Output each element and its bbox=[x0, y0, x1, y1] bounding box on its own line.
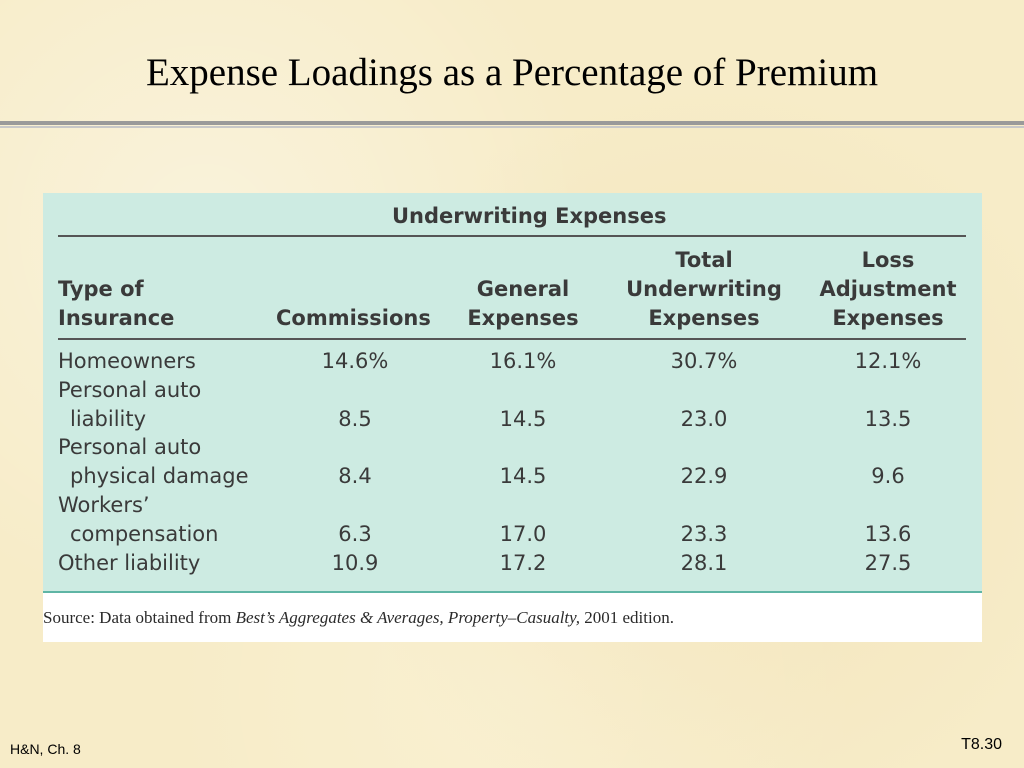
row-label-cont: liability bbox=[70, 407, 147, 431]
col-header-type-1: Type of bbox=[58, 277, 144, 301]
source-publication: Best’s Aggregates & Averages, Property–C… bbox=[235, 608, 580, 627]
cell-general: 16.1% bbox=[489, 349, 557, 373]
cell-loss: 27.5 bbox=[864, 551, 912, 575]
expense-table-figure: Underwriting Expenses Type of Insurance … bbox=[43, 193, 982, 642]
cell-commissions: 6.3 bbox=[338, 522, 372, 546]
title-divider bbox=[0, 121, 1024, 125]
cell-general: 14.5 bbox=[499, 407, 547, 431]
source-suffix: 2001 edition. bbox=[580, 608, 674, 627]
slide-title: Expense Loadings as a Percentage of Prem… bbox=[145, 51, 879, 94]
cell-loss: 12.1% bbox=[854, 349, 922, 373]
row-label-cont: physical damage bbox=[70, 464, 249, 488]
cell-general: 17.0 bbox=[499, 522, 547, 546]
cell-total: 23.3 bbox=[680, 522, 728, 546]
cell-commissions: 8.5 bbox=[338, 407, 372, 431]
row-label: Workers’ bbox=[58, 493, 150, 517]
cell-commissions: 14.6% bbox=[321, 349, 389, 373]
header-rule-top bbox=[58, 235, 966, 237]
expense-table: Underwriting Expenses Type of Insurance … bbox=[43, 193, 982, 593]
col-header-general-2: Expenses bbox=[467, 306, 579, 330]
col-header-type-2: Insurance bbox=[58, 306, 175, 330]
group-header: Underwriting Expenses bbox=[392, 204, 667, 228]
cell-total: 28.1 bbox=[680, 551, 728, 575]
row-label-cont: compensation bbox=[70, 522, 219, 546]
col-header-total-3: Expenses bbox=[648, 306, 760, 330]
footer-chapter: H&N, Ch. 8 bbox=[10, 741, 81, 757]
col-header-general-1: General bbox=[476, 277, 570, 301]
col-header-loss-1: Loss bbox=[861, 248, 915, 272]
col-header-total-2: Underwriting bbox=[626, 277, 782, 301]
row-label: Personal auto bbox=[58, 378, 202, 402]
source-prefix: Source: Data obtained from bbox=[43, 608, 236, 627]
row-label: Personal auto bbox=[58, 435, 202, 459]
cell-total: 23.0 bbox=[680, 407, 728, 431]
header-rule-bottom bbox=[58, 338, 966, 340]
row-label: Other liability bbox=[58, 551, 201, 575]
cell-general: 14.5 bbox=[499, 464, 547, 488]
cell-general: 17.2 bbox=[499, 551, 547, 575]
cell-total: 30.7% bbox=[670, 349, 738, 373]
col-header-commissions: Commissions bbox=[276, 306, 431, 330]
cell-commissions: 10.9 bbox=[331, 551, 379, 575]
col-header-loss-2: Adjustment bbox=[819, 277, 957, 301]
source-note: Source: Data obtained from Best’s Aggreg… bbox=[43, 608, 982, 628]
cell-loss: 13.6 bbox=[864, 522, 912, 546]
title-divider-shadow bbox=[0, 126, 1024, 128]
cell-commissions: 8.4 bbox=[338, 464, 372, 488]
row-label: Homeowners bbox=[58, 349, 196, 373]
cell-loss: 13.5 bbox=[864, 407, 912, 431]
col-header-total-1: Total bbox=[675, 248, 733, 272]
cell-loss: 9.6 bbox=[871, 464, 905, 488]
col-header-loss-3: Expenses bbox=[832, 306, 944, 330]
footer-slide-number: T8.30 bbox=[961, 736, 1002, 753]
cell-total: 22.9 bbox=[680, 464, 728, 488]
